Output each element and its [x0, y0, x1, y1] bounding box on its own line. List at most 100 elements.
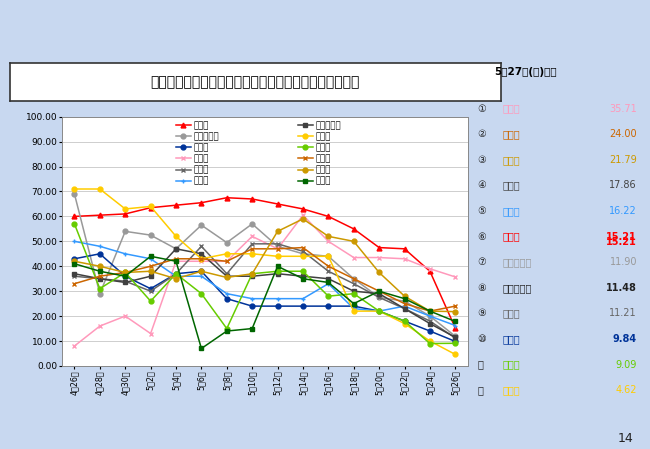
桜井市: [274, 269, 281, 274]
香芝市: [400, 294, 408, 299]
Text: 生駒市: 生駒市: [502, 308, 520, 318]
Text: ②: ②: [478, 129, 486, 139]
桜井市: [299, 269, 307, 274]
橿原市: [248, 304, 256, 309]
五條市: [248, 233, 256, 239]
桜井市: [223, 326, 231, 331]
御所市: [400, 301, 408, 306]
Text: 大和高田市: 大和高田市: [502, 283, 532, 293]
奈良市: [96, 212, 104, 218]
Text: ⑨: ⑨: [478, 308, 486, 318]
桜井市: [248, 271, 256, 277]
Line: 宇陀市: 宇陀市: [72, 254, 458, 351]
Text: 21.79: 21.79: [609, 155, 637, 165]
生駒市: [198, 244, 205, 249]
Text: 11.48: 11.48: [606, 283, 637, 293]
天理市: [299, 254, 307, 259]
大和郡山市: [274, 244, 281, 249]
葛城市: [172, 273, 180, 279]
天理市: [248, 251, 256, 256]
Text: 奈良市: 奈良市: [502, 232, 520, 242]
五條市: [198, 259, 205, 264]
生駒市: [223, 271, 231, 277]
大和郡山市: [400, 299, 408, 304]
生駒市: [400, 306, 408, 311]
葛城市: [451, 323, 459, 328]
奈良市: [223, 195, 231, 200]
大和高田市: [324, 276, 332, 282]
大和郡山市: [426, 313, 434, 319]
Line: 五條市: 五條市: [72, 213, 458, 348]
橿原市: [71, 256, 79, 261]
桜井市: [451, 341, 459, 346]
大和高田市: [299, 273, 307, 279]
大和郡山市: [451, 334, 459, 339]
生駒市: [248, 241, 256, 247]
Line: 桜井市: 桜井市: [72, 221, 458, 346]
Line: 大和郡山市: 大和郡山市: [72, 192, 458, 339]
御所市: [248, 246, 256, 251]
橿原市: [451, 339, 459, 344]
橿原市: [375, 308, 383, 314]
御所市: [274, 246, 281, 251]
Text: 17.86: 17.86: [610, 180, 637, 190]
Text: 葛城市: 葛城市: [502, 206, 520, 216]
御所市: [71, 281, 79, 286]
香芝市: [426, 308, 434, 314]
葛城市: [426, 313, 434, 319]
御所市: [350, 276, 358, 282]
宇陀市: [274, 264, 281, 269]
天理市: [71, 186, 79, 192]
大和郡山市: [172, 246, 180, 251]
御所市: [122, 270, 129, 275]
香芝市: [147, 269, 155, 274]
橿原市: [426, 328, 434, 334]
五條市: [71, 343, 79, 349]
Text: 15.21: 15.21: [606, 232, 637, 242]
奈良市: [426, 269, 434, 274]
香芝市: [299, 216, 307, 222]
Line: 奈良市: 奈良市: [72, 195, 458, 330]
生駒市: [274, 241, 281, 247]
葛城市: [248, 296, 256, 301]
大和高田市: [96, 276, 104, 282]
宇陀市: [71, 261, 79, 266]
大和高田市: [71, 271, 79, 277]
宇陀市: [248, 326, 256, 331]
天理市: [400, 321, 408, 326]
大和郡山市: [122, 229, 129, 234]
Text: ⑤: ⑤: [478, 206, 486, 216]
Text: ⑩: ⑩: [478, 334, 486, 344]
香芝市: [96, 264, 104, 269]
生駒市: [451, 335, 459, 341]
Text: ⑥: ⑥: [478, 232, 486, 242]
御所市: [172, 256, 180, 261]
五條市: [96, 323, 104, 329]
大和高田市: [122, 280, 129, 285]
Text: 天理市: 天理市: [502, 385, 520, 395]
天理市: [274, 254, 281, 259]
大和郡山市: [350, 276, 358, 282]
Text: 15.21: 15.21: [606, 237, 637, 247]
葛城市: [223, 291, 231, 296]
葛城市: [122, 251, 129, 256]
Line: 御所市: 御所市: [72, 245, 458, 313]
奈良市: [172, 202, 180, 208]
御所市: [451, 304, 459, 309]
御所市: [147, 264, 155, 269]
香芝市: [451, 309, 459, 314]
Text: ④: ④: [478, 180, 486, 190]
五條市: [274, 246, 281, 251]
大和高田市: [451, 335, 459, 340]
Text: 24.00: 24.00: [610, 129, 637, 139]
Text: ⑦: ⑦: [478, 257, 486, 267]
御所市: [375, 289, 383, 294]
桜井市: [147, 299, 155, 304]
五條市: [350, 255, 358, 260]
桜井市: [71, 221, 79, 227]
葛城市: [350, 306, 358, 311]
桜井市: [324, 294, 332, 299]
御所市: [324, 264, 332, 269]
五條市: [324, 239, 332, 244]
葛城市: [198, 273, 205, 279]
